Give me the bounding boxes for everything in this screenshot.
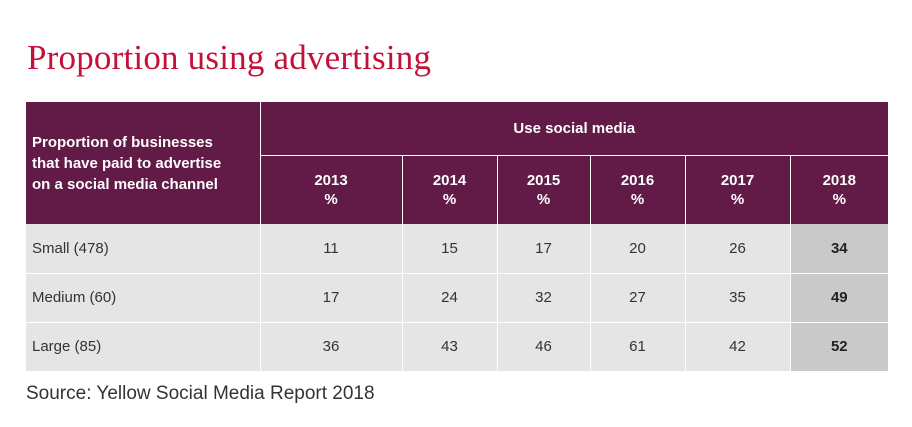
- table-row: Medium (60) 17 24 32 27 35 49: [26, 272, 889, 322]
- table-cell-2015: 46: [497, 321, 591, 371]
- table-cell-2017: 42: [685, 321, 791, 371]
- chart-title: Proportion using advertising: [27, 38, 432, 77]
- year-label: 2015: [526, 171, 561, 189]
- year-label: 2014: [432, 171, 467, 189]
- row-label: Large (85): [26, 321, 261, 371]
- table-cell-2018: 52: [790, 321, 889, 371]
- year-header-2014: 2014%: [402, 155, 498, 224]
- table-cell-2018: 49: [790, 272, 889, 322]
- unit-label: %: [730, 190, 745, 208]
- data-table: Proportion of businesses that have paid t…: [26, 102, 889, 371]
- table-cell-2017: 26: [685, 224, 791, 273]
- year-label: 2018: [822, 171, 856, 189]
- table-cell-2013: 36: [260, 321, 403, 371]
- year-header-2018: 2018%: [790, 155, 889, 224]
- table-cell-2016: 20: [590, 224, 686, 273]
- unit-label: %: [536, 190, 551, 208]
- table-cell-2015: 17: [497, 224, 591, 273]
- table-row: Small (478) 11 15 17 20 26 34: [26, 224, 889, 273]
- table-cell-2015: 32: [497, 272, 591, 322]
- table-cell-2013: 11: [260, 224, 403, 273]
- unit-label: %: [324, 190, 338, 208]
- year-header-2015: 2015%: [497, 155, 591, 224]
- table-cell-2018: 34: [790, 224, 889, 273]
- source-note: Source: Yellow Social Media Report 2018: [26, 383, 375, 404]
- row-label: Medium (60): [26, 272, 261, 322]
- unit-label: %: [442, 190, 457, 208]
- stub-header: Proportion of businesses that have paid t…: [26, 102, 261, 224]
- group-header: Use social media: [260, 102, 889, 156]
- year-header-2013: 2013%: [260, 155, 403, 224]
- year-label: 2017: [720, 171, 755, 189]
- year-header-2016: 2016%: [590, 155, 686, 224]
- table-cell-2016: 61: [590, 321, 686, 371]
- table-row: Large (85) 36 43 46 61 42 52: [26, 321, 889, 371]
- year-label: 2016: [620, 171, 655, 189]
- unit-label: %: [832, 190, 846, 208]
- table-cell-2016: 27: [590, 272, 686, 322]
- table-cell-2014: 15: [402, 224, 498, 273]
- year-header-2017: 2017%: [685, 155, 791, 224]
- unit-label: %: [630, 190, 645, 208]
- table-cell-2013: 17: [260, 272, 403, 322]
- table-cell-2014: 24: [402, 272, 498, 322]
- table-cell-2014: 43: [402, 321, 498, 371]
- year-label: 2013: [314, 171, 348, 189]
- row-label: Small (478): [26, 224, 261, 273]
- table-cell-2017: 35: [685, 272, 791, 322]
